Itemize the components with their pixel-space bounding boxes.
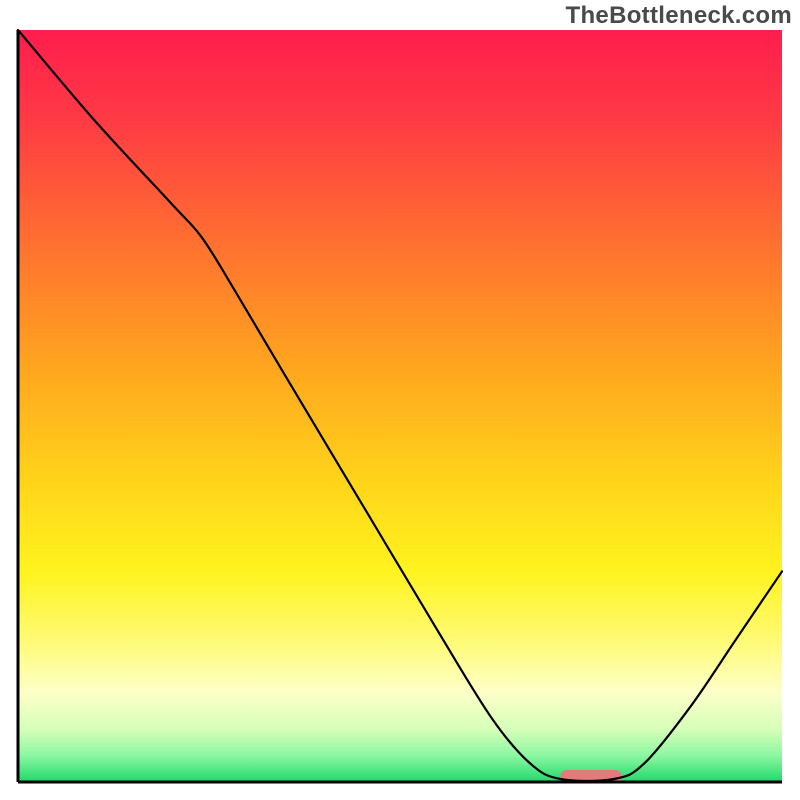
bottleneck-chart: TheBottleneck.com [0, 0, 800, 800]
watermark-text: TheBottleneck.com [566, 2, 792, 30]
plot-background [18, 30, 782, 782]
chart-svg [0, 0, 800, 800]
